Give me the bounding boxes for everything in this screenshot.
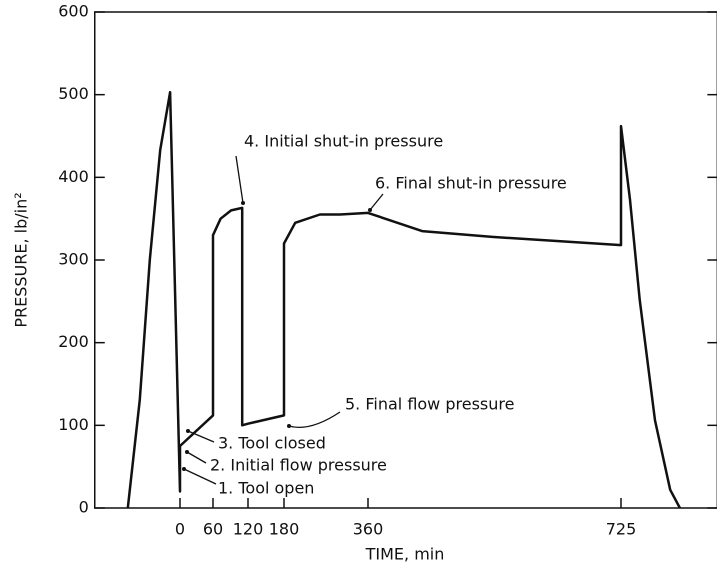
arrow-head bbox=[368, 208, 372, 212]
arrow-head bbox=[287, 424, 291, 428]
annotation: 4. Initial shut-in pressure bbox=[244, 132, 443, 151]
annotation-arrow bbox=[369, 193, 384, 211]
x-tick-label: 180 bbox=[269, 520, 300, 539]
y-tick-label: 100 bbox=[58, 415, 89, 434]
annotation: 2. Initial flow pressure bbox=[210, 456, 387, 475]
x-axis-title: TIME, min bbox=[365, 545, 445, 564]
pressure-line bbox=[126, 90, 682, 509]
annotation-arrow bbox=[183, 468, 217, 485]
annotation: 5. Final flow pressure bbox=[345, 395, 514, 414]
x-tick-label: 360 bbox=[353, 520, 384, 539]
annotation-arrow bbox=[235, 155, 244, 204]
x-tick-label: 725 bbox=[606, 520, 637, 539]
plot-frame bbox=[94, 11, 717, 509]
x-tick-label: 0 bbox=[175, 520, 185, 539]
annotation: 1. Tool open bbox=[218, 479, 314, 498]
y-axis-title: PRESSURE, lb/in² bbox=[12, 192, 31, 327]
annotation-arrow bbox=[288, 411, 341, 429]
arrow-head bbox=[185, 450, 189, 454]
x-tick-label: 60 bbox=[203, 520, 223, 539]
annotation: 6. Final shut-in pressure bbox=[375, 174, 567, 193]
arrow-head bbox=[241, 201, 245, 205]
y-tick-label: 600 bbox=[58, 2, 89, 21]
y-tick-label: 300 bbox=[58, 250, 89, 269]
y-tick-label: 0 bbox=[79, 498, 89, 517]
arrow-head bbox=[182, 467, 186, 471]
y-tick-label: 400 bbox=[58, 167, 89, 186]
arrow-head bbox=[186, 429, 190, 433]
y-tick-label: 500 bbox=[58, 84, 89, 103]
annotation-arrow bbox=[187, 430, 215, 443]
x-tick-label: 120 bbox=[233, 520, 264, 539]
y-tick-label: 200 bbox=[58, 332, 89, 351]
annotation-arrow bbox=[186, 451, 207, 464]
annotation: 3. Tool closed bbox=[218, 434, 326, 453]
